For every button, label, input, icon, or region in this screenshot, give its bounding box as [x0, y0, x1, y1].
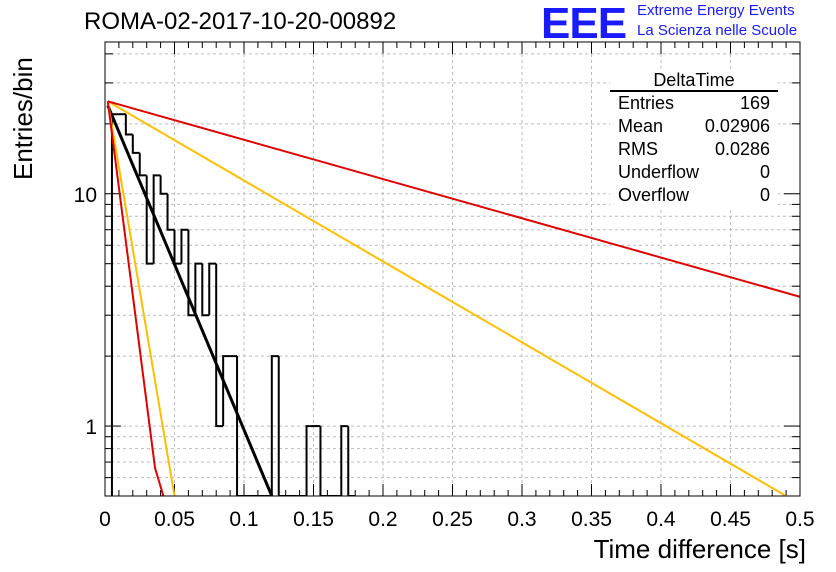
x-axis-label: Time difference [s] [593, 534, 806, 564]
histogram-bin [236, 356, 244, 496]
eee-logo: EEE [541, 0, 627, 48]
plot-frame [104, 41, 801, 497]
histogram-bin [347, 426, 356, 496]
histogram-bin [277, 356, 286, 496]
histogram-bin [305, 425, 314, 496]
x-tick-label: 0.4 [646, 508, 676, 531]
stats-label: Entries [618, 93, 675, 113]
x-tick-label: 0 [99, 508, 111, 531]
histogram-bin [166, 193, 175, 231]
stats-label: Overflow [618, 185, 690, 205]
x-tick-label: 0.1 [229, 508, 258, 531]
histogram-bin [270, 355, 279, 496]
histogram-bin [208, 262, 217, 316]
histogram-bin [180, 228, 189, 264]
chart-title: ROMA-02-2017-10-20-00892 [84, 8, 397, 35]
stats-title: DeltaTime [610, 70, 778, 92]
histogram-bin [215, 263, 224, 428]
stats-label: RMS [618, 139, 658, 159]
x-tick-label: 0.15 [293, 508, 334, 531]
histogram-bin [187, 229, 196, 317]
fit-line-3 [107, 100, 800, 298]
stats-label: Underflow [618, 162, 700, 182]
histogram-bin [159, 175, 168, 195]
x-tick-label: 0.2 [368, 508, 397, 531]
stats-row-mean: Mean 0.02906 [610, 115, 778, 138]
stats-row-underflow: Underflow 0 [610, 161, 778, 184]
stats-row-entries: Entries 169 [610, 92, 778, 115]
stats-row-overflow: Overflow 0 [610, 184, 778, 207]
x-tick-label: 0.05 [154, 508, 195, 531]
x-tick-label: 0.5 [785, 508, 814, 531]
histogram-bin [138, 152, 147, 177]
x-tick-label: 0.25 [432, 508, 473, 531]
stats-value: 169 [739, 93, 770, 113]
stats-value: 0 [759, 185, 770, 205]
logo-line-1: Extreme Energy Events [637, 2, 795, 19]
histogram-bin [131, 134, 140, 154]
stats-label: Mean [618, 116, 664, 136]
x-tick-label: 0.45 [710, 508, 751, 531]
histogram-bin [319, 426, 328, 496]
stats-value: 0 [759, 162, 770, 182]
fit-line-1 [106, 101, 176, 496]
histogram-bin [222, 355, 231, 427]
fit-line-2 [107, 100, 787, 496]
y-tick-label: 1 [85, 416, 97, 439]
histogram-bin [201, 263, 210, 317]
fit-line-4 [106, 101, 165, 496]
x-tick-label: 0.3 [507, 508, 536, 531]
stats-value: 0.02906 [704, 116, 770, 136]
stats-value: 0.0286 [714, 139, 770, 159]
histogram-bin [110, 113, 119, 496]
y-axis-label: Entries/bin [8, 57, 38, 180]
stats-row-rms: RMS 0.0286 [610, 138, 778, 161]
stats-box: DeltaTime Entries 169 Mean 0.02906 RMS 0… [610, 70, 778, 207]
histogram-bin [152, 174, 161, 264]
histogram-bin [145, 175, 154, 265]
logo-line-2: La Scienza nelle Scuole [637, 22, 798, 39]
x-tick-label: 0.35 [571, 508, 612, 531]
histogram-bin [173, 229, 182, 265]
y-tick-label: 10 [74, 184, 97, 207]
histogram-bin [194, 262, 203, 316]
histogram-bin [124, 114, 133, 136]
fit-line-0 [106, 104, 274, 496]
histogram-bin [340, 425, 349, 496]
